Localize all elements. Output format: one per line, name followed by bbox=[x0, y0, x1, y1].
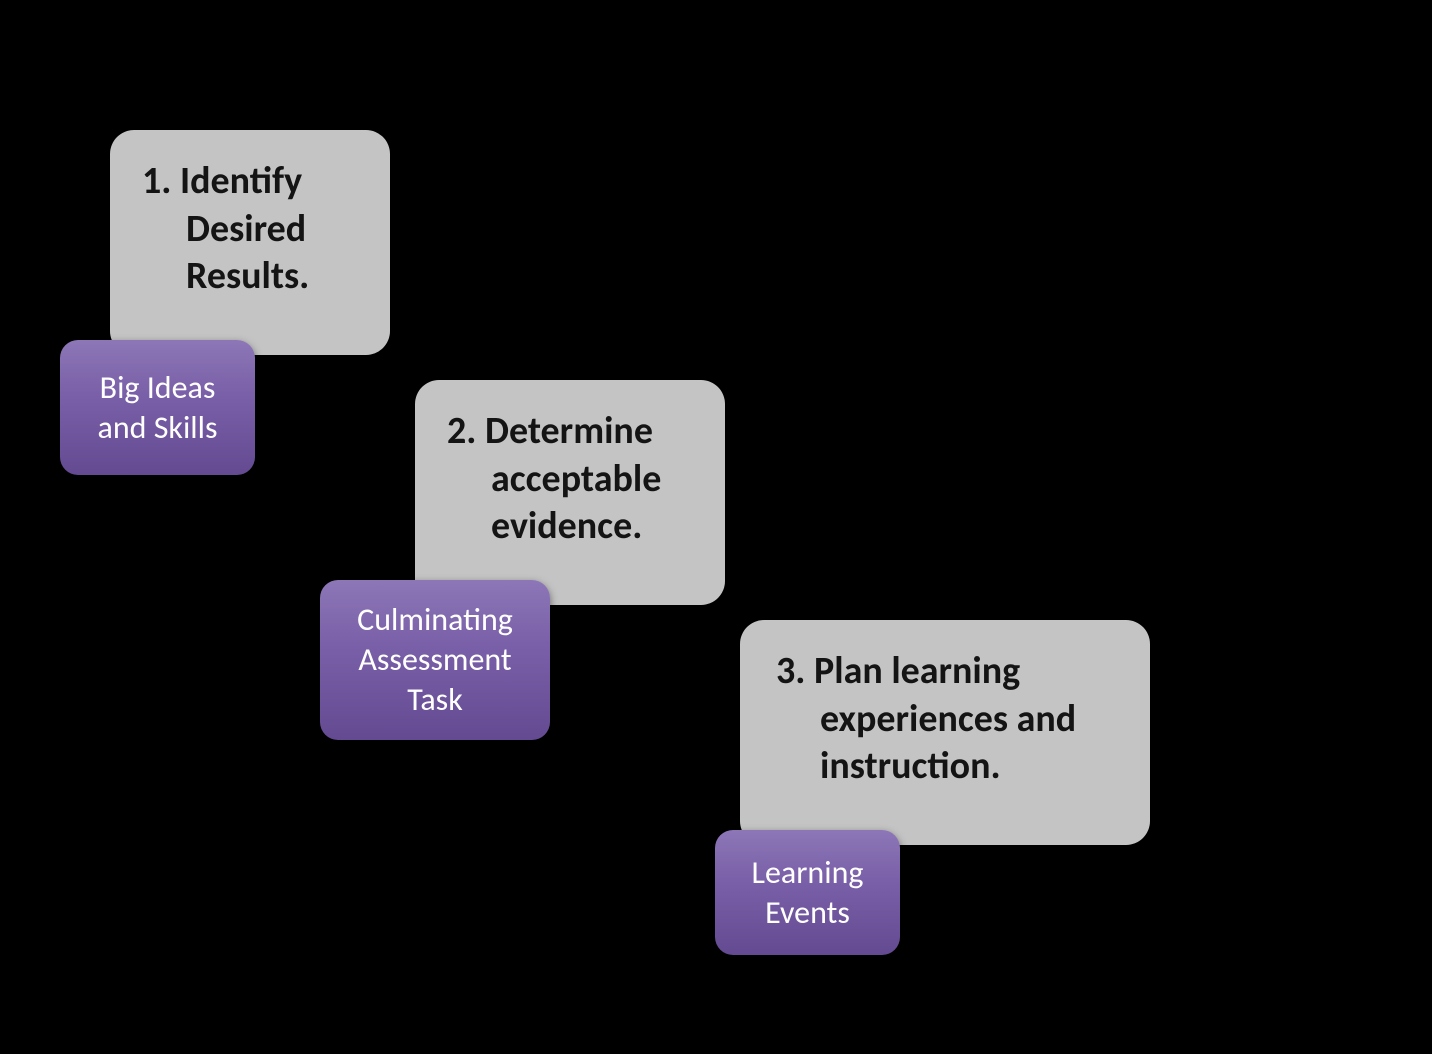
step-1-tag: Big Ideas and Skills bbox=[60, 340, 255, 475]
step-2-tag-line1: Culminating bbox=[357, 600, 513, 640]
step-3-line1: Plan learning bbox=[814, 648, 1020, 696]
step-1-tag-line2: and Skills bbox=[98, 408, 218, 448]
step-1-tag-line1: Big Ideas bbox=[100, 368, 216, 408]
diagram-stage: 1. Identify Desired Results. Big Ideas a… bbox=[0, 0, 1432, 1054]
step-1-box: 1. Identify Desired Results. bbox=[110, 130, 390, 355]
step-3-box: 3. Plan learning experiences and instruc… bbox=[740, 620, 1150, 845]
step-3-tag-line1: Learning bbox=[752, 853, 864, 893]
step-1-number: 1. bbox=[142, 158, 171, 206]
step-3-number: 3. bbox=[776, 648, 805, 696]
step-1-line3: Results. bbox=[142, 253, 309, 301]
step-2-tag: Culminating Assessment Task bbox=[320, 580, 550, 740]
step-2-line3: evidence. bbox=[447, 503, 661, 551]
step-1-line1: Identify bbox=[180, 158, 302, 206]
step-3-tag: Learning Events bbox=[715, 830, 900, 955]
step-2-box: 2. Determine acceptable evidence. bbox=[415, 380, 725, 605]
step-3-line2: experiences and bbox=[776, 696, 1076, 744]
step-3-line3: instruction. bbox=[776, 743, 1076, 791]
step-2-tag-line3: Task bbox=[407, 680, 462, 720]
step-2-line2: acceptable bbox=[447, 456, 661, 504]
step-2-number: 2. bbox=[447, 408, 476, 456]
step-1-line2: Desired bbox=[142, 206, 309, 254]
step-2-tag-line2: Assessment bbox=[358, 640, 511, 680]
step-2-line1: Determine bbox=[485, 408, 653, 456]
step-3-tag-line2: Events bbox=[765, 893, 850, 933]
